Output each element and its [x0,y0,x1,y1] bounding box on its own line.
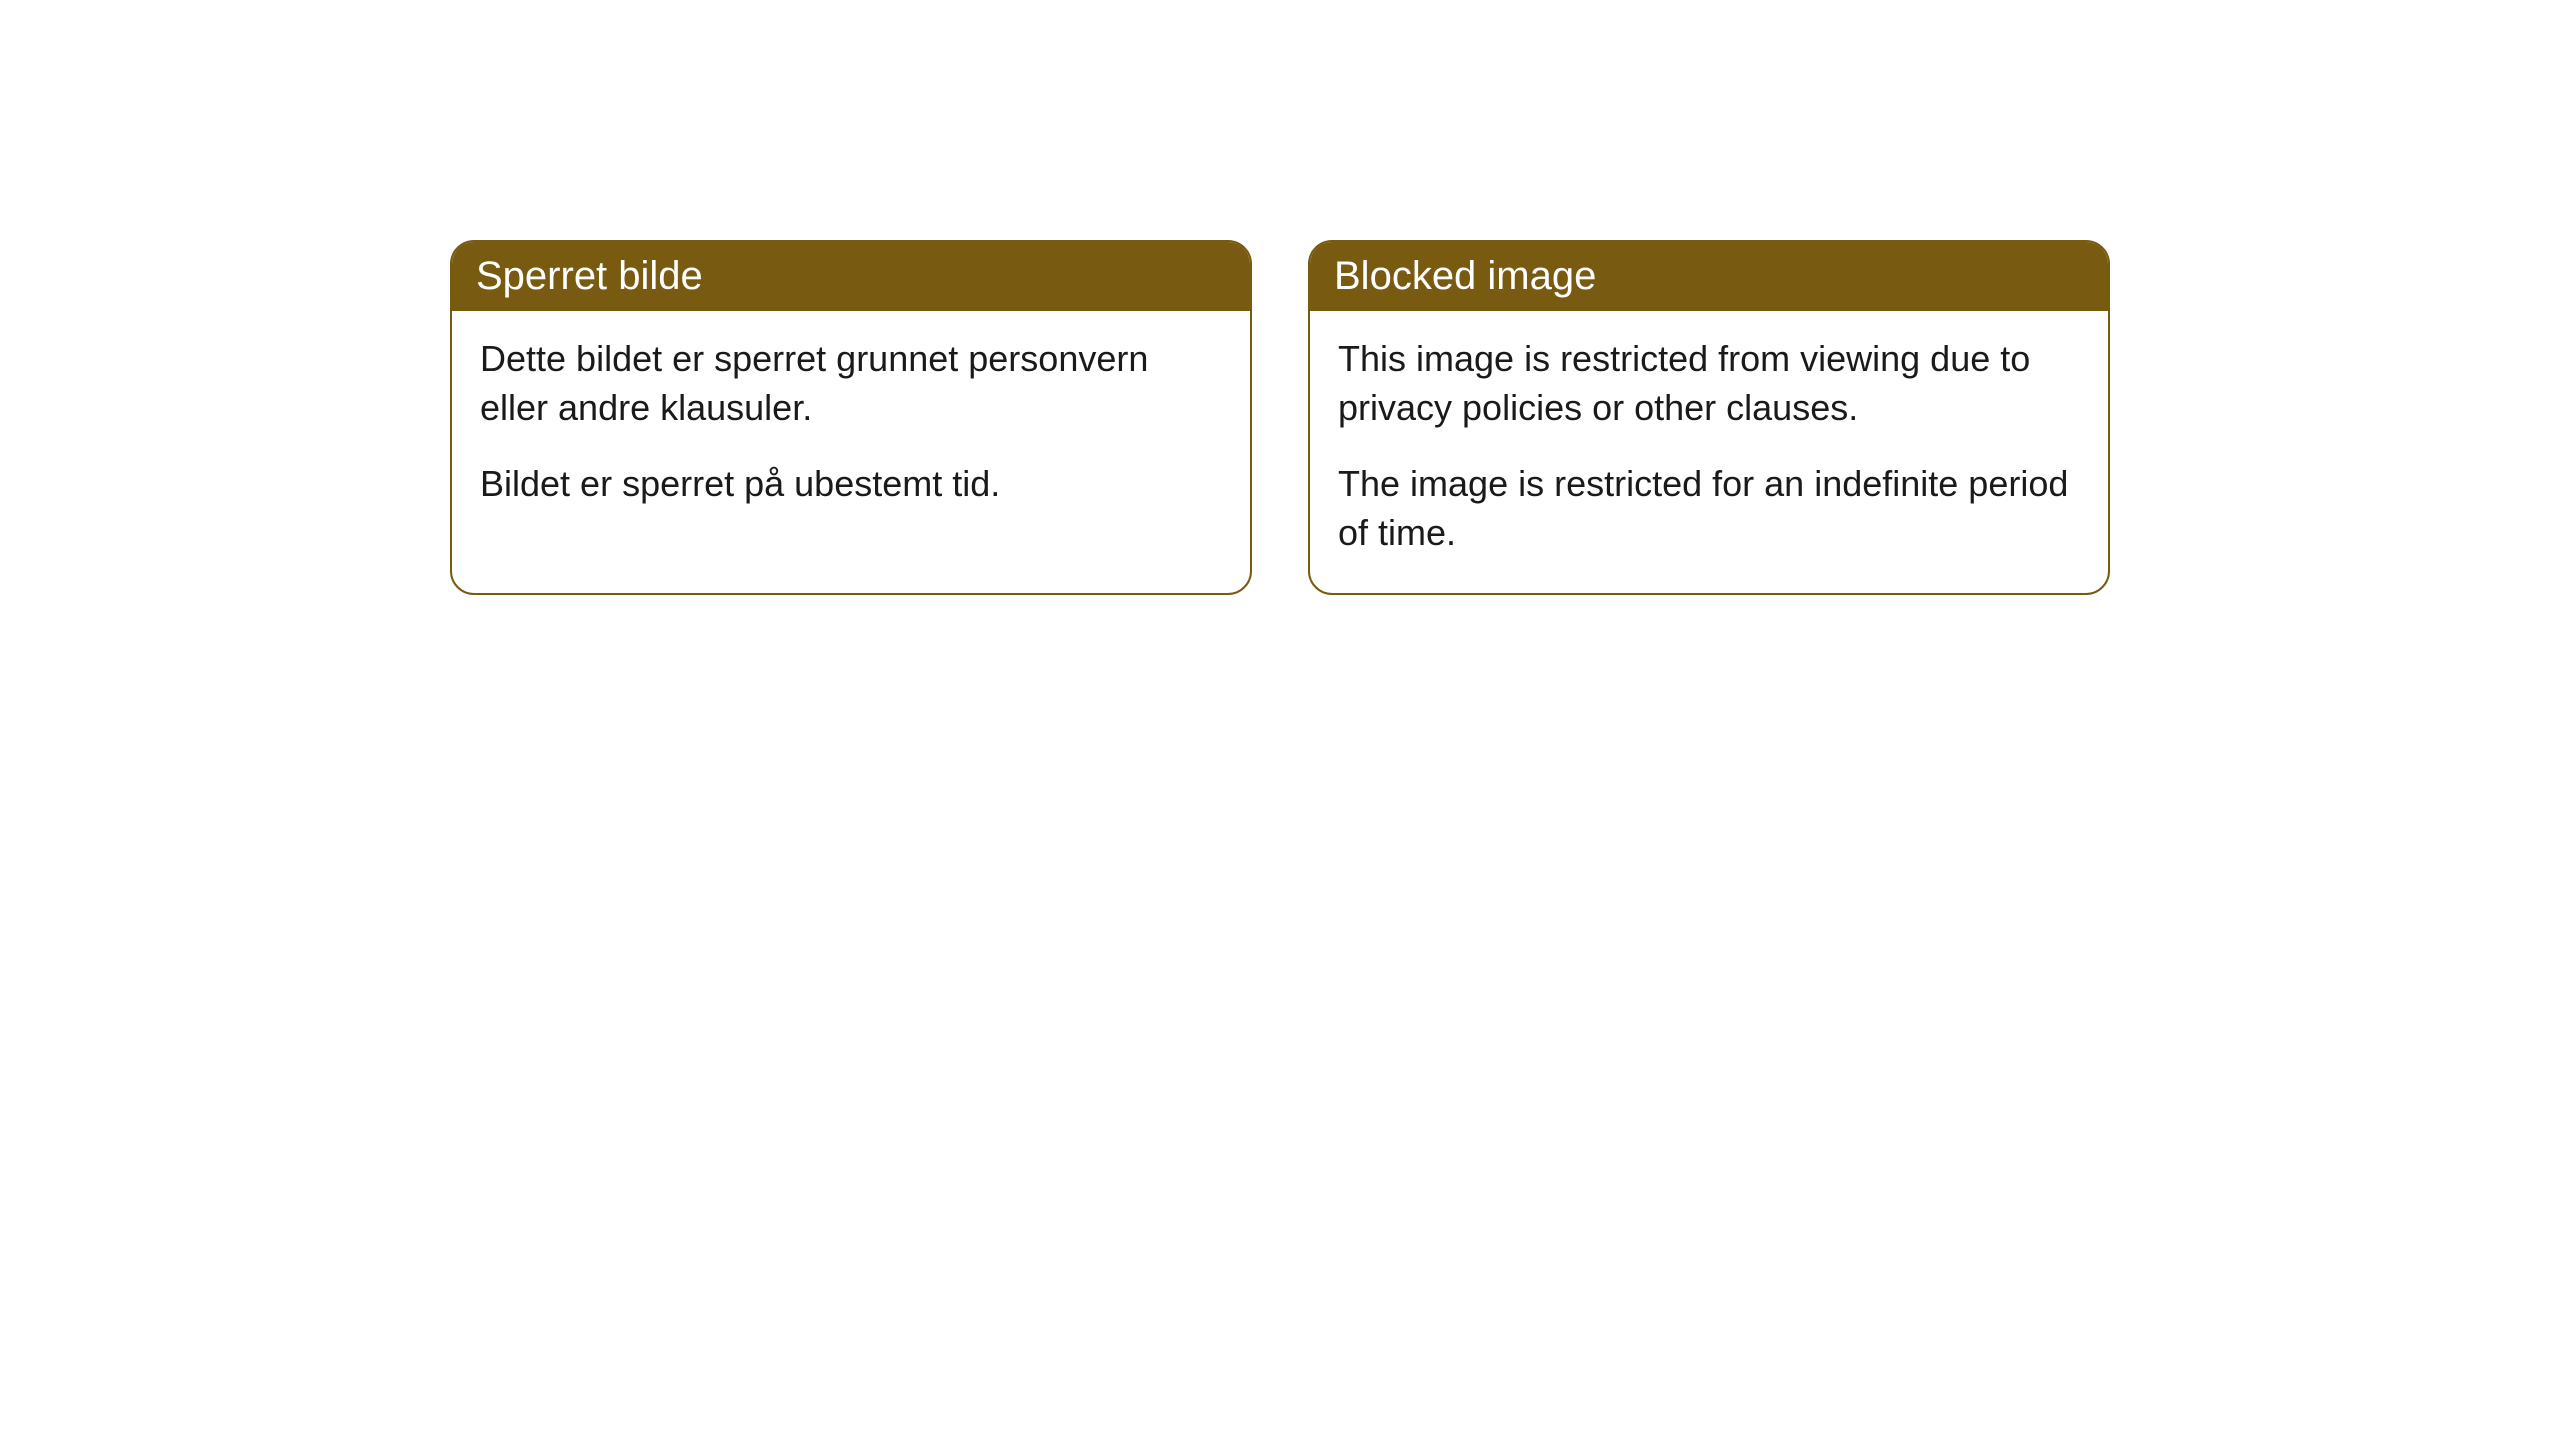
card-english: Blocked image This image is restricted f… [1308,240,2110,595]
cards-container: Sperret bilde Dette bildet er sperret gr… [450,240,2110,595]
card-paragraph: This image is restricted from viewing du… [1338,335,2080,432]
card-body-norwegian: Dette bildet er sperret grunnet personve… [452,311,1250,545]
card-header-norwegian: Sperret bilde [452,242,1250,311]
card-body-english: This image is restricted from viewing du… [1310,311,2108,593]
card-paragraph: The image is restricted for an indefinit… [1338,460,2080,557]
card-paragraph: Dette bildet er sperret grunnet personve… [480,335,1222,432]
card-paragraph: Bildet er sperret på ubestemt tid. [480,460,1222,509]
card-header-english: Blocked image [1310,242,2108,311]
card-norwegian: Sperret bilde Dette bildet er sperret gr… [450,240,1252,595]
